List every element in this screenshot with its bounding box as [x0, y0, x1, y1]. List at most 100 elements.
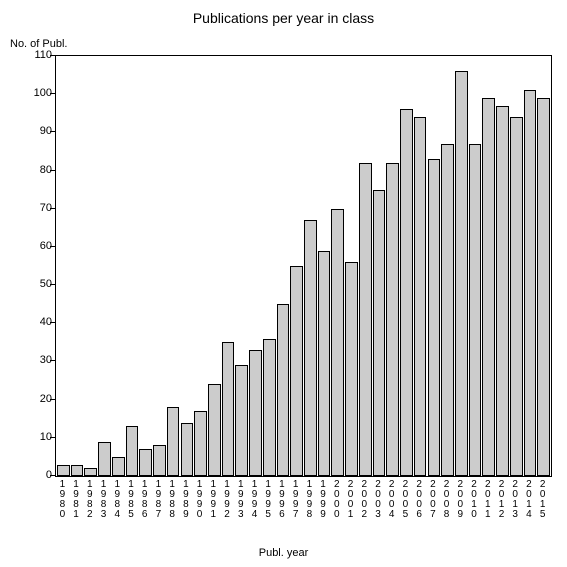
x-tick-label: 2011: [482, 480, 494, 520]
x-tick-label: 1987: [152, 480, 164, 520]
bar: [126, 426, 139, 476]
y-tick-label: 0: [22, 469, 52, 481]
y-tick-label: 50: [22, 278, 52, 290]
chart-title: Publications per year in class: [0, 10, 567, 26]
bar: [112, 457, 125, 476]
bar: [57, 465, 70, 476]
bar: [318, 251, 331, 476]
x-tick-label: 1992: [221, 480, 233, 520]
bar: [359, 163, 372, 476]
y-tick-mark: [50, 208, 55, 209]
y-tick-mark: [50, 131, 55, 132]
x-tick-label: 1993: [235, 480, 247, 520]
y-tick-label: 30: [22, 354, 52, 366]
y-tick-label: 20: [22, 393, 52, 405]
bar: [167, 407, 180, 476]
bar: [222, 342, 235, 476]
y-tick-label: 40: [22, 316, 52, 328]
bar: [441, 144, 454, 476]
bar: [194, 411, 207, 476]
x-tick-label: 1995: [262, 480, 274, 520]
x-tick-label: 1980: [56, 480, 68, 520]
y-tick-label: 70: [22, 202, 52, 214]
x-tick-label: 2001: [345, 480, 357, 520]
bar: [277, 304, 290, 476]
y-tick-mark: [50, 55, 55, 56]
y-tick-label: 80: [22, 164, 52, 176]
bar: [455, 71, 468, 476]
bar: [469, 144, 482, 476]
bar: [304, 220, 317, 476]
bar: [249, 350, 262, 476]
x-tick-label: 1998: [303, 480, 315, 520]
x-tick-label: 2013: [509, 480, 521, 520]
y-tick-mark: [50, 360, 55, 361]
x-tick-label: 2002: [358, 480, 370, 520]
bar: [84, 468, 97, 476]
bar: [510, 117, 523, 476]
bar: [537, 98, 550, 476]
x-tick-label: 2009: [454, 480, 466, 520]
bar: [524, 90, 537, 476]
y-tick-mark: [50, 437, 55, 438]
bar: [208, 384, 221, 476]
bar: [98, 442, 111, 476]
x-tick-label: 1981: [70, 480, 82, 520]
x-tick-label: 1996: [276, 480, 288, 520]
y-tick-label: 110: [22, 49, 52, 61]
y-tick-mark: [50, 93, 55, 94]
x-tick-label: 2004: [386, 480, 398, 520]
x-tick-label: 2005: [399, 480, 411, 520]
x-tick-label: 1994: [248, 480, 260, 520]
x-tick-label: 2003: [372, 480, 384, 520]
bar: [428, 159, 441, 476]
chart-container: Publications per year in class No. of Pu…: [0, 0, 567, 567]
bar: [153, 445, 166, 476]
y-tick-mark: [50, 246, 55, 247]
bar: [386, 163, 399, 476]
x-tick-label: 1991: [207, 480, 219, 520]
y-tick-mark: [50, 284, 55, 285]
y-tick-mark: [50, 322, 55, 323]
x-axis-label: Publ. year: [0, 547, 567, 559]
bar: [345, 262, 358, 476]
bar: [414, 117, 427, 476]
x-tick-label: 2012: [495, 480, 507, 520]
x-tick-label: 2000: [331, 480, 343, 520]
plot-area: [55, 55, 552, 477]
x-tick-label: 2007: [427, 480, 439, 520]
x-tick-label: 1985: [125, 480, 137, 520]
y-tick-label: 10: [22, 431, 52, 443]
x-tick-label: 1997: [290, 480, 302, 520]
x-tick-label: 2008: [441, 480, 453, 520]
y-tick-label: 60: [22, 240, 52, 252]
bar: [71, 465, 84, 476]
x-tick-label: 1988: [166, 480, 178, 520]
y-tick-mark: [50, 170, 55, 171]
x-tick-label: 1982: [84, 480, 96, 520]
y-tick-mark: [50, 475, 55, 476]
x-tick-label: 2014: [523, 480, 535, 520]
bar: [373, 190, 386, 476]
x-tick-label: 1990: [194, 480, 206, 520]
bar: [235, 365, 248, 476]
x-tick-label: 1983: [98, 480, 110, 520]
x-tick-label: 1989: [180, 480, 192, 520]
x-tick-label: 2006: [413, 480, 425, 520]
y-tick-label: 90: [22, 125, 52, 137]
bar: [139, 449, 152, 476]
y-tick-label: 100: [22, 87, 52, 99]
bar: [263, 339, 276, 476]
x-tick-label: 1986: [139, 480, 151, 520]
bar: [181, 423, 194, 476]
bar: [400, 109, 413, 476]
bar: [482, 98, 495, 476]
bar: [496, 106, 509, 476]
bar: [331, 209, 344, 476]
bar: [290, 266, 303, 476]
y-tick-mark: [50, 399, 55, 400]
x-tick-label: 2010: [468, 480, 480, 520]
x-tick-label: 1984: [111, 480, 123, 520]
x-tick-label: 2015: [537, 480, 549, 520]
x-tick-label: 1999: [317, 480, 329, 520]
